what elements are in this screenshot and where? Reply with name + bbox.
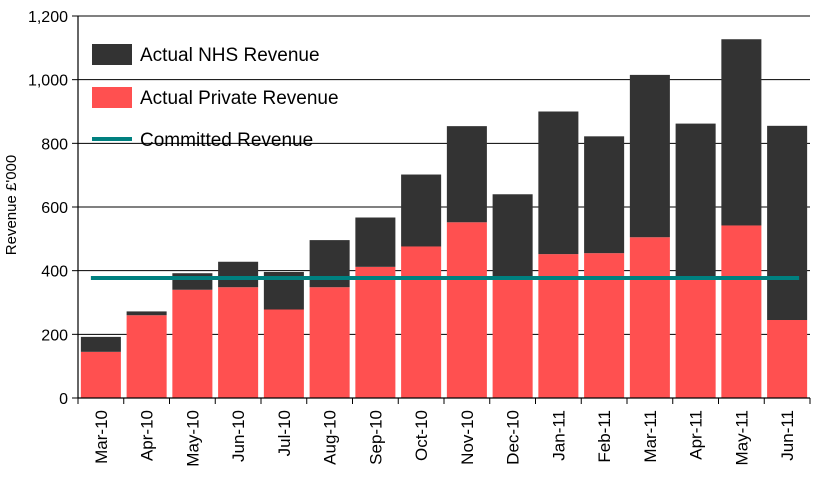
bars <box>80 39 808 398</box>
bar-actual-private-revenue-mar-11 <box>629 237 670 398</box>
y-tick-label: 800 <box>41 136 68 153</box>
bar-actual-private-revenue-dec-10 <box>492 277 533 398</box>
bar-actual-private-revenue-sep-10 <box>355 266 396 398</box>
x-tick-label: Oct-10 <box>412 410 431 461</box>
bar-actual-private-revenue-jun-10 <box>218 287 259 398</box>
y-axis-title: Revenue £'000 <box>3 155 20 255</box>
bar-actual-nhs-revenue-mar-11 <box>629 74 670 238</box>
bar-actual-private-revenue-feb-11 <box>584 253 625 398</box>
legend-swatch-actual-nhs-revenue <box>92 44 132 65</box>
bar-actual-private-revenue-apr-10 <box>126 315 167 398</box>
x-tick-label: Apr-11 <box>687 410 706 460</box>
x-tick-labels: Mar-10 Apr-10 May-10 Jun-10 Jul-10 Aug-10 Sep-… <box>92 410 797 467</box>
bar-actual-nhs-revenue-jan-11 <box>538 111 579 255</box>
y-tick-label: 200 <box>41 327 68 344</box>
bar-actual-private-revenue-nov-10 <box>446 222 487 398</box>
bar-actual-private-revenue-jun-11 <box>767 320 808 398</box>
y-tick-label: 600 <box>41 200 68 217</box>
x-tick-label: Nov-10 <box>458 410 477 465</box>
bar-actual-private-revenue-may-10 <box>172 289 213 398</box>
bar-actual-nhs-revenue-apr-11 <box>675 123 716 278</box>
bar-actual-nhs-revenue-aug-10 <box>309 240 350 288</box>
bar-actual-nhs-revenue-mar-10 <box>80 336 121 352</box>
y-tick-label: 1,200 <box>28 9 68 26</box>
x-tick-label: Feb-11 <box>595 410 614 463</box>
legend: Actual NHS Revenue Actual Private Revenue… <box>92 44 339 151</box>
bar-actual-nhs-revenue-may-11 <box>721 39 762 226</box>
x-tick-label: Aug-10 <box>321 410 340 465</box>
legend-label-committed-revenue: Committed Revenue <box>140 130 313 151</box>
x-tick-label: Jun-10 <box>229 410 248 462</box>
x-tick-label: Jul-10 <box>275 410 294 456</box>
bar-actual-nhs-revenue-may-10 <box>172 273 213 290</box>
bar-actual-nhs-revenue-jun-10 <box>218 261 259 288</box>
y-tick-labels: 0 200 400 600 800 1,000 1,200 <box>28 9 68 408</box>
bar-actual-nhs-revenue-oct-10 <box>401 174 442 247</box>
y-tick-label: 1,000 <box>28 73 68 90</box>
x-tick-label: Mar-10 <box>92 410 111 464</box>
x-tick-label: Jan-11 <box>549 410 568 461</box>
bar-actual-nhs-revenue-apr-10 <box>126 311 167 316</box>
x-tick-label: Apr-10 <box>138 410 157 461</box>
x-tick-label: Dec-10 <box>504 410 523 465</box>
bar-actual-private-revenue-aug-10 <box>309 287 350 398</box>
bar-actual-private-revenue-jul-10 <box>263 309 304 398</box>
bar-actual-nhs-revenue-jun-11 <box>767 125 808 321</box>
axes <box>72 15 811 404</box>
bar-actual-private-revenue-apr-11 <box>675 277 716 398</box>
bar-actual-nhs-revenue-feb-11 <box>584 136 625 254</box>
bar-actual-private-revenue-oct-10 <box>401 246 442 398</box>
x-tick-label: May-11 <box>732 410 751 465</box>
x-tick-label: Jun-11 <box>778 410 797 461</box>
bar-actual-nhs-revenue-dec-10 <box>492 194 533 278</box>
bar-actual-nhs-revenue-sep-10 <box>355 217 396 267</box>
legend-label-actual-nhs-revenue: Actual NHS Revenue <box>140 45 320 66</box>
bar-actual-private-revenue-jan-11 <box>538 254 579 398</box>
x-tick-label: Sep-10 <box>366 410 385 465</box>
x-tick-label: Mar-11 <box>641 410 660 463</box>
bar-actual-private-revenue-mar-10 <box>80 351 121 398</box>
y-tick-label: 0 <box>59 391 68 408</box>
x-tick-label: May-10 <box>183 410 202 467</box>
legend-swatch-actual-private-revenue <box>92 87 132 108</box>
bar-actual-private-revenue-may-11 <box>721 225 762 398</box>
legend-label-actual-private-revenue: Actual Private Revenue <box>140 88 339 109</box>
y-tick-label: 400 <box>41 264 68 281</box>
bar-actual-nhs-revenue-nov-10 <box>446 126 487 223</box>
